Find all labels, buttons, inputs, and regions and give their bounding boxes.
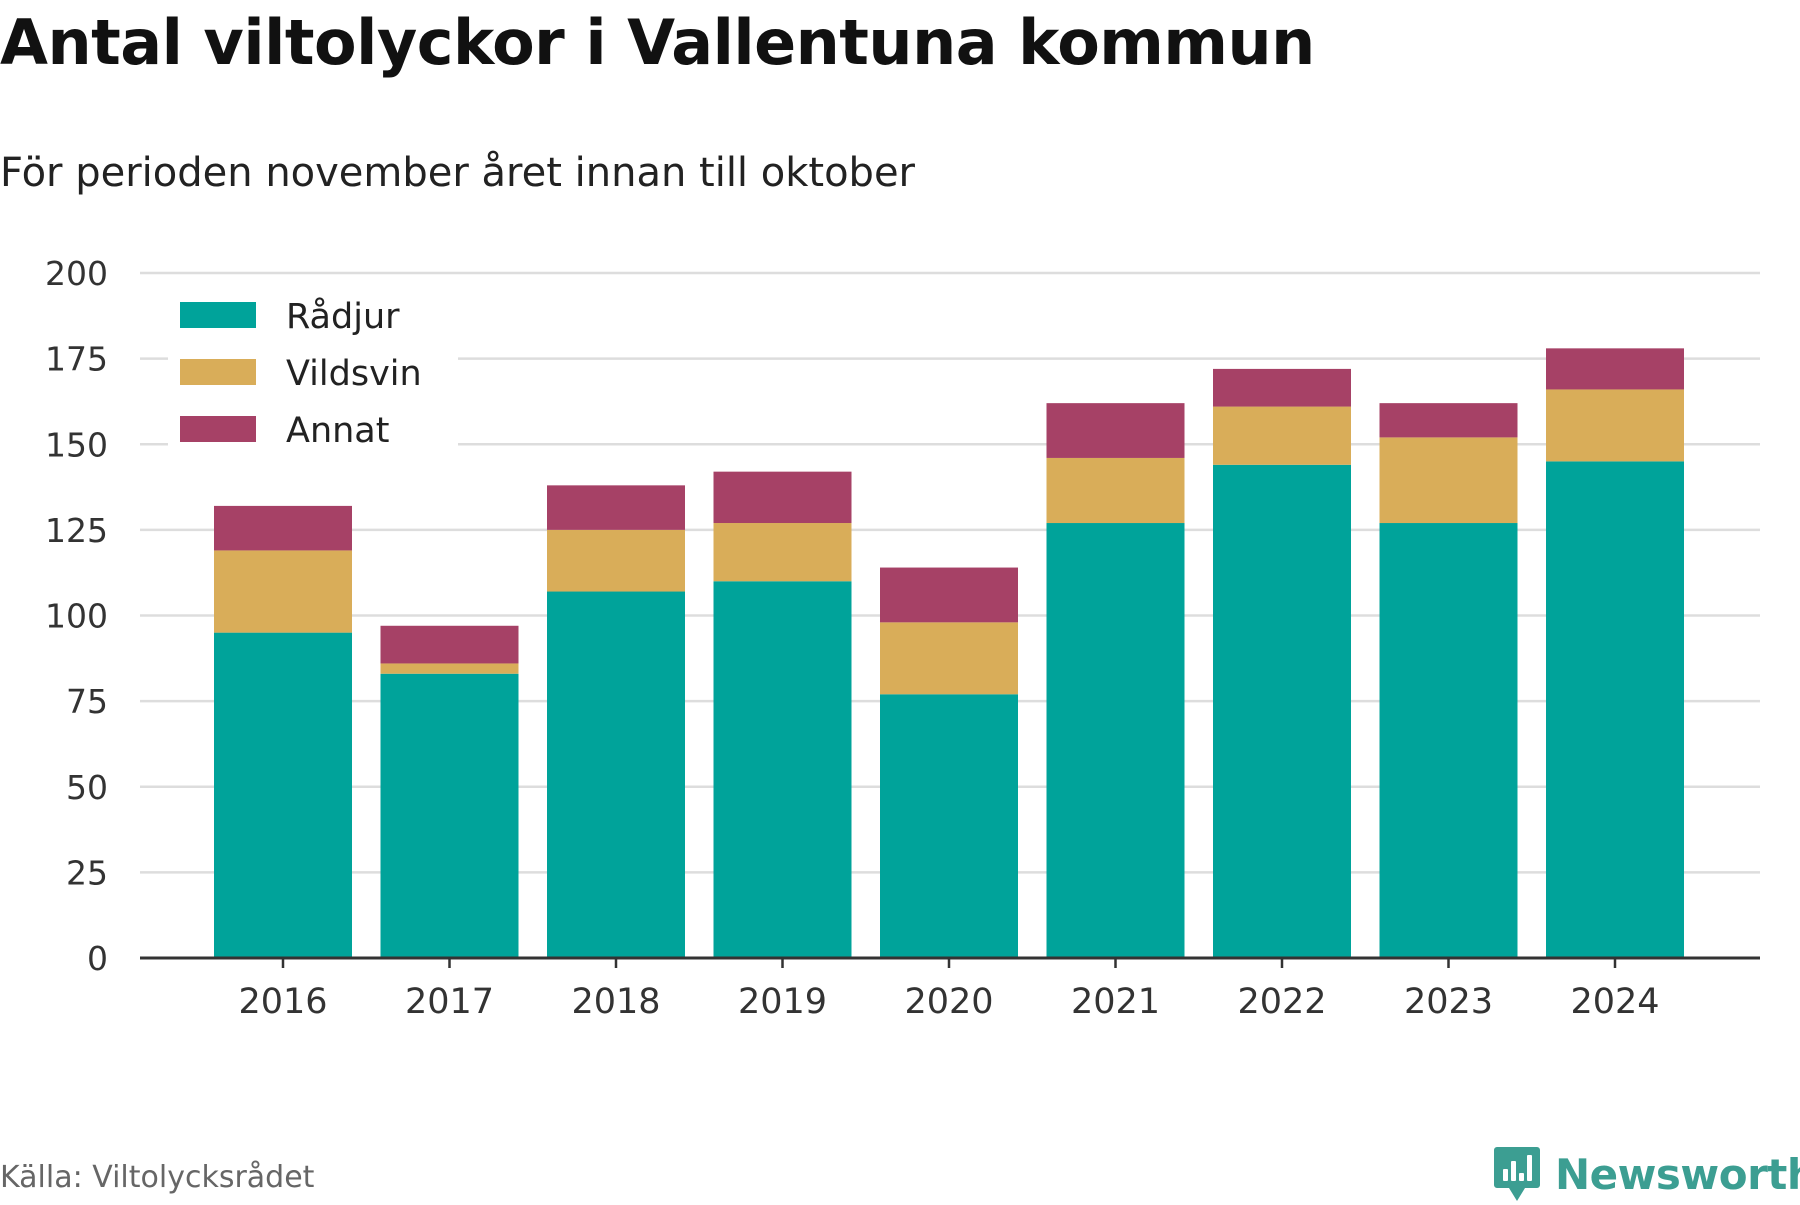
bar-segment-vildsvin-2023 <box>1379 437 1518 524</box>
bar-segment-rådjur-2018 <box>547 591 685 958</box>
y-tick-label: 75 <box>66 682 108 721</box>
bar-segment-annat-2024 <box>1546 348 1684 390</box>
chart-title: Antal viltolyckor i Vallentuna kommun <box>0 6 1315 79</box>
x-tick-label: 2020 <box>904 982 993 1022</box>
bar-segment-annat-2018 <box>547 485 685 530</box>
x-tick-label: 2024 <box>1570 982 1659 1022</box>
bar-segment-annat-2019 <box>713 471 852 524</box>
brand-name: Newsworthy <box>1555 1149 1800 1199</box>
y-tick-label: 100 <box>45 597 108 636</box>
bar-segment-rådjur-2022 <box>1213 464 1351 958</box>
bar-segment-vildsvin-2017 <box>380 663 519 674</box>
bar-segment-rådjur-2017 <box>380 673 519 958</box>
y-tick-label: 200 <box>45 254 108 293</box>
bar-segment-annat-2022 <box>1213 368 1351 407</box>
y-tick-label: 50 <box>66 768 108 807</box>
bar-segment-vildsvin-2024 <box>1546 389 1684 462</box>
bar-segment-vildsvin-2019 <box>713 523 852 582</box>
x-tick-label: 2022 <box>1237 982 1326 1022</box>
bar-segment-annat-2021 <box>1046 403 1185 458</box>
bar-segment-annat-2023 <box>1379 403 1518 438</box>
y-tick-label: 175 <box>45 340 108 379</box>
legend-label-annat: Annat <box>286 411 389 451</box>
bar-segment-vildsvin-2016 <box>214 550 352 633</box>
x-axis-ticks: 2016 2017 2018 2019 2020 2021 2022 2023 2024 <box>238 958 1660 1022</box>
x-tick-label: 2016 <box>238 982 327 1022</box>
bar-segment-vildsvin-2020 <box>880 622 1018 695</box>
bar-segment-annat-2016 <box>214 505 352 551</box>
bar-segment-annat-2020 <box>880 567 1018 623</box>
x-tick-label: 2017 <box>405 982 494 1022</box>
chart-subtitle: För perioden november året innan till ok… <box>0 150 915 196</box>
bar-segment-vildsvin-2018 <box>547 529 685 592</box>
bar-segment-vildsvin-2022 <box>1213 406 1351 465</box>
y-tick-label: 150 <box>45 425 108 464</box>
x-tick-label: 2019 <box>738 982 827 1022</box>
bar-segment-vildsvin-2021 <box>1046 457 1185 524</box>
source-note: Källa: Viltolycksrådet <box>0 1160 315 1195</box>
bars <box>214 348 1684 958</box>
bar-segment-rådjur-2020 <box>880 694 1018 958</box>
legend-swatch-annat <box>180 416 256 442</box>
brand-logo[interactable]: Newsworthy <box>1493 1143 1800 1205</box>
bar-segment-rådjur-2023 <box>1379 523 1518 958</box>
x-tick-label: 2021 <box>1071 982 1160 1022</box>
bar-segment-annat-2017 <box>380 625 519 664</box>
y-tick-label: 0 <box>87 939 108 978</box>
x-tick-label: 2018 <box>571 982 660 1022</box>
bar-segment-rådjur-2021 <box>1046 523 1185 958</box>
legend-label-rådjur: Rådjur <box>286 296 400 337</box>
bar-segment-rådjur-2024 <box>1546 461 1684 958</box>
legend-swatch-rådjur <box>180 302 256 328</box>
bar-segment-rådjur-2019 <box>713 581 852 958</box>
bar-segment-rådjur-2016 <box>214 632 352 958</box>
legend: Rådjur Vildsvin Annat <box>168 283 458 453</box>
x-tick-label: 2023 <box>1404 982 1493 1022</box>
newsworthy-logo-icon <box>1494 1147 1540 1201</box>
legend-label-vildsvin: Vildsvin <box>286 354 422 394</box>
legend-swatch-vildsvin <box>180 359 256 385</box>
y-axis-ticks: 0 25 50 75 100 125 150 175 200 <box>45 254 108 978</box>
y-tick-label: 25 <box>66 853 108 892</box>
y-tick-label: 125 <box>45 511 108 550</box>
